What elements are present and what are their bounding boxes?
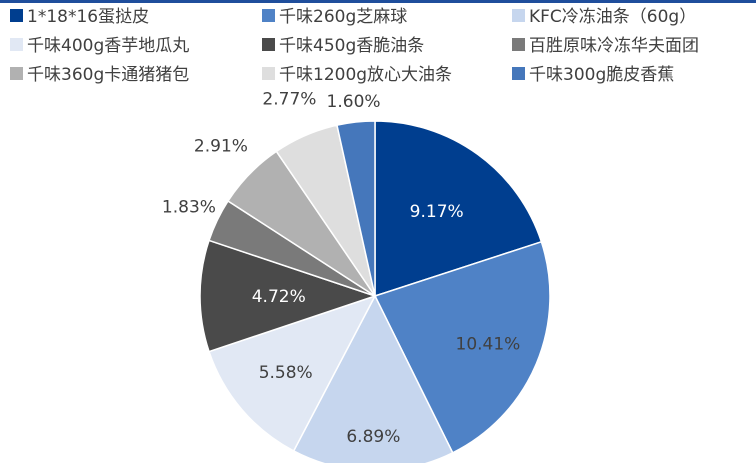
data-label: 9.17% — [410, 202, 464, 222]
legend-swatch — [10, 67, 23, 80]
data-label: 2.77% — [262, 89, 316, 109]
legend-swatch — [512, 67, 525, 80]
pie-slice — [374, 120, 543, 298]
legend-label: 千味450g香脆油条 — [279, 36, 424, 56]
legend-swatch — [512, 9, 525, 22]
pie-slices — [199, 120, 551, 463]
legend-swatch — [10, 38, 23, 51]
top-rule — [0, 0, 756, 3]
legend-swatch — [10, 9, 23, 22]
legend-swatch — [512, 38, 525, 51]
pie-slice — [292, 294, 454, 463]
legend-swatch — [262, 38, 275, 51]
legend-label: 千味1200g放心大油条 — [279, 65, 452, 85]
data-label: 5.58% — [259, 363, 313, 383]
legend-label: 1*18*16蛋挞皮 — [27, 7, 149, 27]
pie-slice — [336, 120, 376, 297]
data-label: 4.72% — [252, 287, 306, 307]
legend-label: 百胜原味冷冻华夫面团 — [529, 36, 699, 56]
legend-label: 千味300g脆皮香蕉 — [529, 65, 674, 85]
data-label: 1.83% — [162, 197, 216, 217]
data-label: 1.60% — [327, 92, 381, 112]
legend-label: 千味360g卡通猪猪包 — [27, 65, 189, 85]
pie-slice — [208, 294, 377, 452]
legend-label: 千味260g芝麻球 — [279, 7, 407, 27]
legend-label: 千味400g香芋地瓜丸 — [27, 36, 189, 56]
data-label: 10.41% — [456, 334, 521, 354]
data-label: 2.91% — [194, 137, 248, 157]
legend: 1*18*16蛋挞皮 千味260g芝麻球 KFC冷冻油条（60g） 千味400g香芋地… — [10, 7, 699, 85]
legend-swatch — [262, 9, 275, 22]
pie-slice — [373, 240, 551, 454]
legend-swatch — [262, 67, 275, 80]
pie-slice — [199, 239, 378, 353]
data-label: 6.89% — [346, 427, 400, 447]
pie-labels: 9.17% 10.41% 6.89% 5.58% 4.72% 1.83% 2.91% 2.77… — [162, 89, 520, 447]
legend-label: KFC冷冻油条（60g） — [529, 7, 696, 27]
